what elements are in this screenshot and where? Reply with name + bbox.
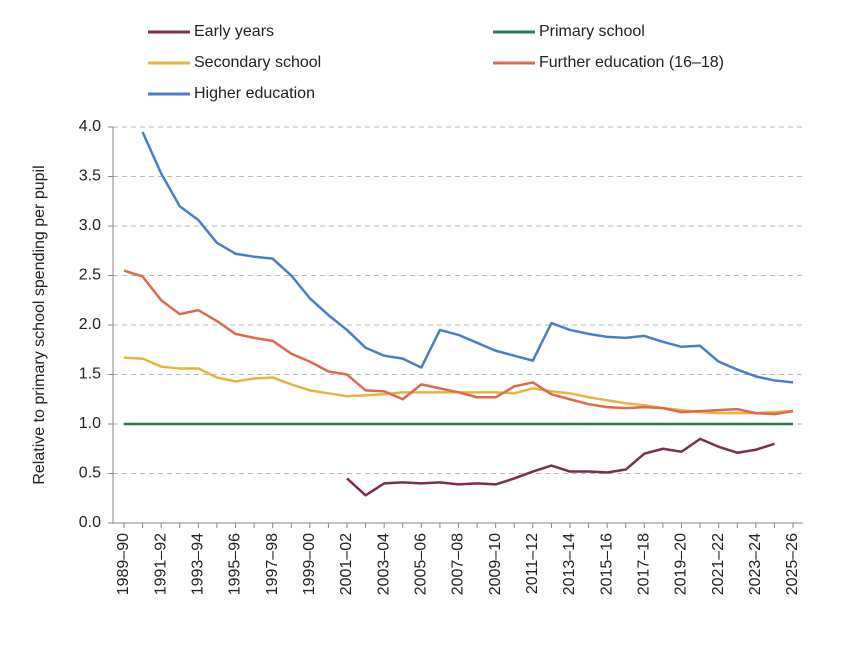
x-tick-label: 2011–12 <box>524 533 541 594</box>
x-tick-label: 1999–00 <box>301 533 318 595</box>
x-tick-label: 1991–92 <box>152 533 169 595</box>
x-tick-label: 1995–96 <box>227 533 244 595</box>
legend-label: Primary school <box>539 23 645 40</box>
series-line <box>141 131 794 384</box>
x-tick-label: 2015–16 <box>598 533 615 595</box>
x-tick-label: 2019–20 <box>673 533 690 595</box>
legend-label: Higher education <box>194 85 315 102</box>
series-line <box>346 437 775 497</box>
x-tick-label: 2013–14 <box>561 533 578 595</box>
y-tick-label: 0.0 <box>79 514 101 531</box>
x-tick-label: 1993–94 <box>190 533 207 595</box>
y-tick-label: 0.5 <box>79 465 101 482</box>
legend-label: Early years <box>194 23 274 40</box>
y-tick-label: 2.5 <box>79 267 101 284</box>
legend-label: Secondary school <box>194 54 321 71</box>
y-tick-label: 1.5 <box>79 366 101 383</box>
y-tick-label: 1.0 <box>79 415 101 432</box>
x-tick-label: 2017–18 <box>636 533 653 595</box>
x-tick-label: 1997–98 <box>264 533 281 595</box>
y-tick-label: 4.0 <box>79 118 101 135</box>
x-tick-label: 2009–10 <box>487 533 504 595</box>
x-tick-label: 1989–90 <box>115 533 132 595</box>
x-tick-label: 2023–24 <box>747 533 764 595</box>
y-axis-label: Relative to primary school spending per … <box>31 165 48 484</box>
x-tick-label: 2021–22 <box>710 533 727 595</box>
x-tick-label: 2005–06 <box>413 533 430 595</box>
y-tick-label: 2.0 <box>79 316 101 333</box>
series-line <box>123 356 794 415</box>
x-tick-label: 2003–04 <box>375 533 392 595</box>
y-tick-label: 3.5 <box>79 168 101 185</box>
x-tick-label: 2001–02 <box>338 533 355 595</box>
x-tick-label: 2025–26 <box>784 533 801 595</box>
series-line <box>123 269 794 416</box>
x-tick-label: 2007–08 <box>450 533 467 595</box>
y-tick-label: 3.0 <box>79 217 101 234</box>
legend-label: Further education (16–18) <box>539 54 724 71</box>
